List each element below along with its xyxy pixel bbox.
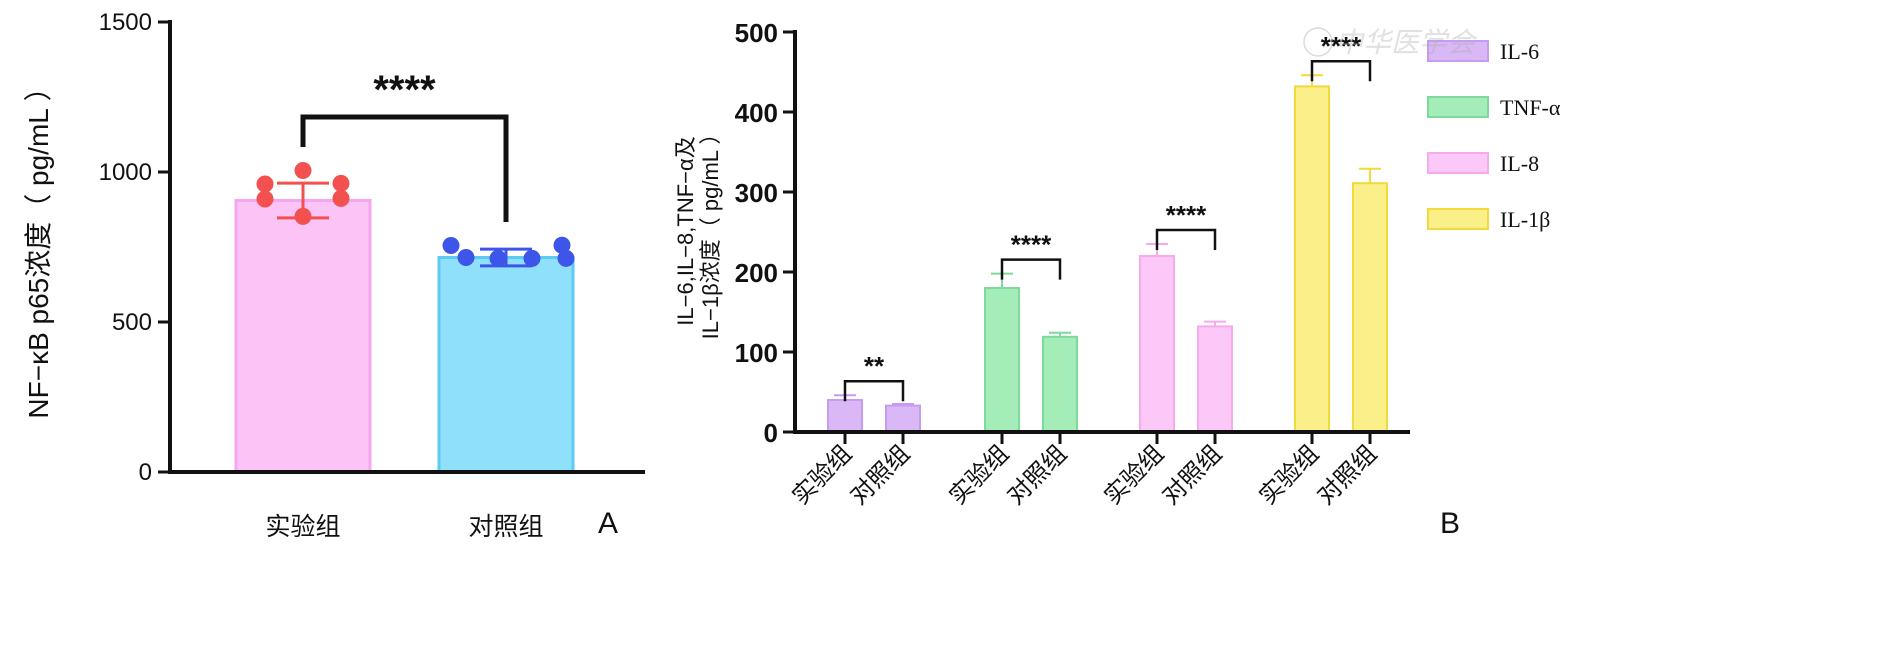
panel-a-data-point: [458, 249, 475, 266]
panel-b-significance-label: **: [864, 351, 885, 381]
panel-b-significance-label: ****: [1166, 200, 1207, 230]
panel-a-data-point: [524, 250, 541, 267]
panel-a-data-point: [443, 237, 460, 254]
panel-b-significance-bracket: [1157, 230, 1215, 250]
panel-b-significance-label: ****: [1011, 230, 1052, 260]
panel-a-data-point: [333, 175, 350, 192]
panel-a-data-point: [333, 190, 350, 207]
panel-b-x-tick-label: 对照组: [845, 440, 915, 510]
panel-b-significance-bracket: [845, 381, 903, 401]
panel-a-data-point: [558, 250, 575, 267]
panel-b-bar-tnf-1: [985, 288, 1019, 432]
panel-a-data-point: [490, 250, 507, 267]
panel-a-data-point: [257, 191, 274, 208]
panel-b-y-tick-label: 400: [735, 98, 778, 128]
panel-a-y-tick-label: 0: [139, 459, 152, 486]
panel-b-y-axis-label-line-1: IL−6,IL−8,TNF−α及: [673, 136, 698, 325]
panel-a-y-tick-label: 500: [112, 309, 152, 336]
panel-b-label: B: [1440, 507, 1460, 540]
panel-b-y-tick-label: 500: [735, 18, 778, 48]
panel-b-x-tick-label: 对照组: [1002, 440, 1072, 510]
panel-b-bar-il1-2: [1353, 183, 1387, 432]
figure: 050010001500 实验组 对照组 **** NF−κB p65浓度（ pg…: [0, 0, 1891, 659]
legend-label: TNF-α: [1500, 95, 1561, 120]
watermark-text: 中华医学会: [1335, 28, 1478, 59]
panel-a-bar-1: [236, 201, 370, 473]
panel-b-legend: IL-6 TNF-α IL-8 IL-1β: [1428, 39, 1561, 232]
panel-b-x-tick-label: 对照组: [1157, 440, 1227, 510]
panel-b-bar-il6-1: [828, 400, 862, 432]
panel-a-data-point: [295, 162, 312, 179]
legend-label: IL-8: [1500, 151, 1539, 176]
panel-b-bar-il8-1: [1140, 256, 1174, 432]
panel-a-x-tick-label: 实验组: [265, 513, 340, 541]
panel-a-y-axis-label: NF−κB p65浓度（ pg/mL ）: [23, 73, 54, 418]
panel-b-x-tick-label: 实验组: [1099, 440, 1169, 510]
panel-a-data-point: [257, 176, 274, 193]
panel-b-bar-il8-2: [1198, 326, 1232, 432]
panel-b-y-tick-label: 300: [735, 178, 778, 208]
panel-b-significance-bracket: [1312, 61, 1370, 81]
panel-a-data-point: [295, 208, 312, 225]
panel-a-x-tick-label: 对照组: [468, 513, 543, 541]
panel-a-y-tick-label: 1500: [99, 9, 152, 36]
legend-swatch: [1428, 153, 1488, 173]
panel-b-bar-tnf-2: [1043, 337, 1077, 432]
panel-b-significance-bracket: [1002, 260, 1060, 280]
panel-b-bar-il6-2: [886, 406, 920, 432]
legend-label: IL-1β: [1500, 207, 1550, 232]
panel-a: 0 500 1000 1500 实验组 对照组 **** NF−κB p65浓度（ pg…: [23, 9, 645, 541]
legend-swatch: [1428, 97, 1488, 117]
panel-a-y-tick-label: 1000: [99, 159, 152, 186]
panel-b-y-tick-label: 200: [735, 258, 778, 288]
panel-b-bar-il1-1: [1295, 86, 1329, 432]
panel-b-x-tick-label: 实验组: [787, 440, 857, 510]
panel-b-y-axis-label-line-2: IL−1β浓度（ pg/mL ）: [698, 123, 723, 340]
panel-b-x-tick-label: 实验组: [944, 440, 1014, 510]
panel-b-y-tick-label: 0: [764, 418, 778, 448]
panel-b-y-tick-label: 100: [735, 338, 778, 368]
panel-b-x-tick-label: 对照组: [1312, 440, 1382, 510]
legend-swatch: [1428, 209, 1488, 229]
panel-a-significance-label: ****: [373, 68, 436, 112]
legend-label: IL-6: [1500, 39, 1539, 64]
panel-a-bar-2: [439, 258, 573, 473]
panel-a-label: A: [598, 507, 618, 540]
panel-b-x-tick-label: 实验组: [1254, 440, 1324, 510]
